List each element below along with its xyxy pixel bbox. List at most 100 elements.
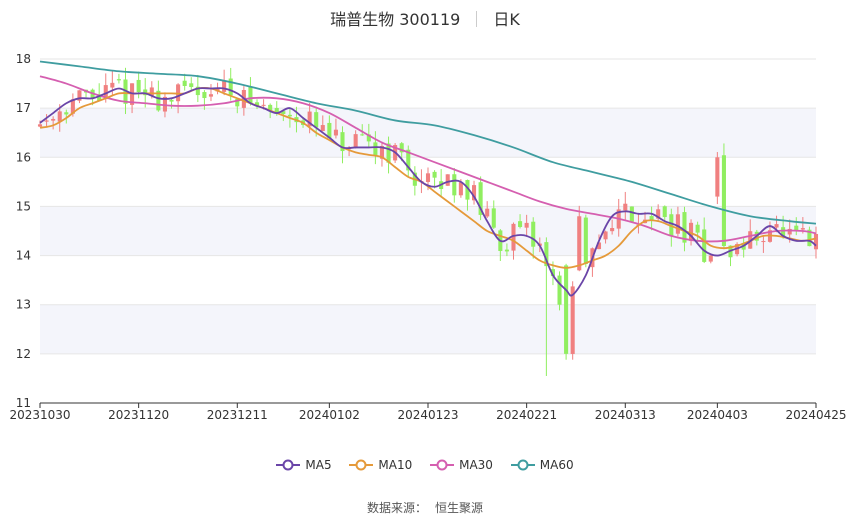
candle-body: [254, 102, 260, 106]
legend-item-ma60[interactable]: MA60: [510, 458, 574, 472]
y-tick-label: 11: [16, 396, 31, 410]
y-tick-label: 16: [16, 150, 31, 164]
candle-body: [64, 112, 69, 115]
y-tick-label: 17: [16, 101, 31, 115]
candle-body: [327, 122, 332, 139]
candle-body: [333, 129, 338, 136]
x-tick-label: 20240403: [687, 408, 748, 422]
candle-body: [248, 86, 253, 104]
candle-body: [570, 286, 575, 354]
candle-body: [702, 229, 707, 262]
candle-body: [116, 79, 121, 81]
candle-body: [44, 120, 49, 122]
y-tick-label: 15: [16, 199, 31, 213]
legend-item-ma10[interactable]: MA10: [349, 458, 412, 472]
candle-body: [761, 241, 766, 243]
candle-body: [504, 249, 509, 252]
legend-marker-ma10-icon: [349, 459, 374, 471]
candle-body: [77, 90, 82, 101]
candle-body: [550, 269, 555, 277]
y-tick-label: 12: [16, 347, 31, 361]
candle-body: [136, 79, 141, 93]
y-tick-label: 13: [16, 298, 31, 312]
candle-body: [583, 217, 588, 264]
candle-body: [794, 225, 799, 231]
candle-body: [649, 216, 654, 221]
candle-body: [189, 83, 194, 87]
candle-body: [149, 87, 154, 96]
candle-body: [807, 229, 812, 247]
candle-body: [491, 208, 496, 228]
candle-body: [51, 118, 56, 121]
candle-body: [37, 124, 43, 127]
candle-body: [103, 85, 108, 100]
candle-body: [544, 242, 549, 267]
candle-body: [485, 208, 490, 217]
candle-body: [379, 145, 385, 159]
legend-item-ma30[interactable]: MA30: [430, 458, 493, 472]
candle-body: [458, 182, 463, 196]
legend-marker-ma30-icon: [430, 459, 455, 471]
candle-body: [268, 104, 273, 111]
candle-body: [195, 86, 200, 96]
candle-body: [287, 114, 292, 117]
candle-body: [70, 99, 75, 114]
candle-body: [386, 143, 391, 163]
legend-marker-ma60-icon: [510, 459, 535, 471]
data-source-label: 数据来源：: [366, 501, 427, 515]
x-tick-label: 20231030: [9, 408, 70, 422]
chart-period[interactable]: 日K: [493, 10, 520, 29]
candle-body: [182, 80, 187, 86]
legend-item-ma5[interactable]: MA5: [276, 458, 332, 472]
candle-body: [340, 132, 345, 152]
candle-body: [406, 149, 411, 171]
legend-label-ma5: MA5: [305, 458, 332, 472]
candle-body: [373, 142, 378, 157]
candle-body: [307, 111, 312, 127]
y-tick-label: 14: [16, 249, 31, 263]
x-tick-label: 20240425: [785, 408, 846, 422]
candle-body: [787, 228, 792, 235]
candle-body: [399, 143, 404, 153]
candle-body: [721, 155, 726, 247]
candle-body: [689, 222, 694, 241]
candle-body: [123, 79, 128, 104]
candle-body: [781, 227, 786, 237]
candle-body: [222, 80, 227, 92]
candle-body: [682, 212, 687, 243]
candle-body: [695, 224, 700, 233]
data-source-name: 恒生聚源: [435, 501, 484, 515]
candle-body: [465, 180, 470, 200]
candle-body: [366, 134, 371, 142]
candle-body: [425, 173, 431, 182]
candle-body: [813, 233, 819, 250]
candle-body: [610, 228, 615, 232]
candle-body: [531, 221, 536, 247]
candle-body: [471, 185, 477, 201]
series-line-ma30: [39, 75, 817, 243]
legend-label-ma60: MA60: [539, 458, 574, 472]
candle-body: [97, 94, 102, 101]
candle-body: [274, 108, 279, 114]
y-tick-label: 18: [16, 52, 31, 66]
candle-body: [577, 216, 582, 271]
candle-body: [675, 214, 680, 234]
candle-body: [800, 228, 805, 230]
candle-body: [557, 275, 562, 305]
candle-body: [57, 111, 62, 122]
candle-body: [564, 265, 569, 354]
candle-body: [261, 104, 266, 106]
candle-body: [524, 222, 529, 228]
candle-body: [656, 209, 661, 219]
candle-body: [629, 206, 634, 222]
x-tick-label: 20240221: [496, 408, 557, 422]
candle-body: [478, 182, 483, 215]
x-tick-label: 20231120: [108, 408, 169, 422]
x-tick-label: 20231211: [207, 408, 268, 422]
candle-body: [774, 224, 779, 228]
grid-band: [40, 304, 816, 354]
legend-label-ma10: MA10: [378, 458, 413, 472]
x-tick-label: 20240123: [397, 408, 458, 422]
candle-body: [320, 125, 325, 132]
